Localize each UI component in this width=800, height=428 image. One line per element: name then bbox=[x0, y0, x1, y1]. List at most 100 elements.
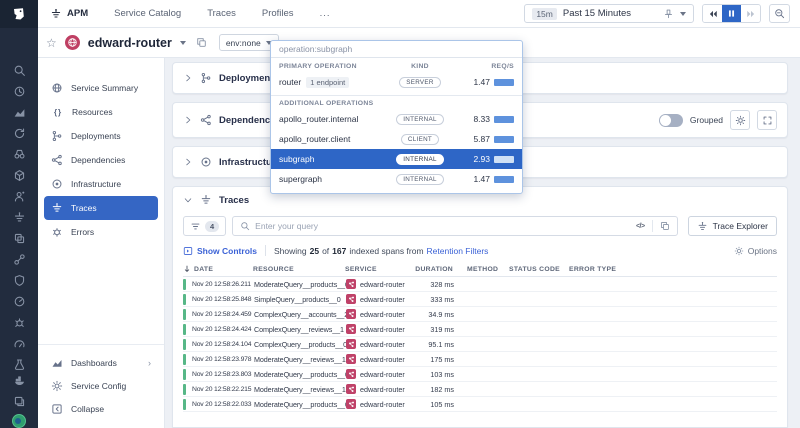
column-header[interactable]: DATE bbox=[194, 265, 214, 273]
status-ok-bar bbox=[183, 323, 186, 335]
operation-option-primary[interactable]: router 1 endpoint SERVER 1.47 bbox=[271, 72, 522, 92]
labs-icon[interactable] bbox=[11, 356, 27, 372]
org-avatar[interactable] bbox=[12, 414, 26, 428]
nav-item[interactable]: Traces bbox=[207, 8, 236, 19]
operation-option[interactable]: supergraph INTERNAL 1.47 bbox=[271, 169, 522, 189]
env-filter[interactable]: env:none bbox=[218, 34, 279, 51]
sidebar-item-errors[interactable]: Errors bbox=[44, 220, 158, 244]
show-controls-button[interactable]: Show Controls bbox=[183, 246, 257, 256]
operation-dropdown: operation:subgraph PRIMARY OPERATION KIN… bbox=[270, 40, 523, 194]
trace-row[interactable]: Nov 20 12:58:26.211 ModerateQuery__produ… bbox=[183, 277, 777, 292]
status-ok-bar bbox=[183, 293, 186, 305]
time-picker-caret-icon[interactable] bbox=[680, 11, 686, 16]
kind-pill: INTERNAL bbox=[396, 153, 444, 165]
integrations-icon[interactable] bbox=[11, 167, 27, 183]
containers-icon[interactable] bbox=[11, 372, 27, 388]
monitors-icon[interactable] bbox=[11, 335, 27, 351]
nodes-icon bbox=[51, 154, 62, 166]
dependencies-fullscreen-button[interactable] bbox=[757, 110, 777, 130]
trace-row[interactable]: Nov 20 12:58:23.978 ModerateQuery__revie… bbox=[183, 352, 777, 367]
sidebar-item-deployments[interactable]: Deployments bbox=[44, 124, 158, 148]
trace-date: Nov 20 12:58:25.848 bbox=[192, 295, 252, 303]
service-icon bbox=[346, 384, 356, 394]
history-icon[interactable] bbox=[11, 83, 27, 99]
refresh-icon[interactable] bbox=[11, 125, 27, 141]
operation-option[interactable]: apollo_router.client CLIENT 5.87 bbox=[271, 129, 522, 149]
sidebar-item-service-config[interactable]: Service Config bbox=[44, 374, 158, 397]
synthetics-icon[interactable] bbox=[11, 293, 27, 309]
trace-row[interactable]: Nov 20 12:58:22.033 ModerateQuery__produ… bbox=[183, 397, 777, 412]
trace-date: Nov 20 12:58:24.104 bbox=[192, 340, 252, 348]
pause-button[interactable] bbox=[722, 5, 741, 22]
options-label: Options bbox=[747, 245, 777, 256]
service-label: edward-router bbox=[360, 309, 405, 319]
datadog-logo[interactable] bbox=[0, 0, 38, 28]
nav-item[interactable]: Service Catalog bbox=[114, 8, 182, 19]
sort-desc-icon[interactable] bbox=[183, 265, 191, 273]
grouped-toggle[interactable] bbox=[658, 113, 683, 127]
favorite-star-icon[interactable]: ☆ bbox=[46, 35, 57, 50]
nav-more-menu[interactable]: ... bbox=[319, 8, 331, 19]
dependencies-settings-button[interactable] bbox=[730, 110, 750, 130]
gear-icon bbox=[734, 246, 743, 255]
service-switcher-caret-icon[interactable] bbox=[179, 40, 186, 45]
operation-option[interactable]: apollo_router.internal INTERNAL 8.33 bbox=[271, 109, 522, 129]
nav-apm[interactable]: APM bbox=[50, 8, 88, 20]
service-map-icon[interactable] bbox=[11, 251, 27, 267]
section-deployments-header[interactable]: Deployments bbox=[173, 63, 787, 93]
trace-row[interactable]: Nov 20 12:58:24.424 ComplexQuery__review… bbox=[183, 322, 777, 337]
watchdog-icon[interactable] bbox=[11, 146, 27, 162]
top-nav-items: Service Catalog Traces Profiles bbox=[88, 8, 293, 19]
apm-icon[interactable] bbox=[11, 209, 27, 225]
code-view-icon[interactable]: </> bbox=[635, 222, 645, 230]
sidebar-item-service-summary[interactable]: Service Summary bbox=[44, 76, 158, 100]
column-header[interactable]: ERROR TYPE bbox=[569, 265, 617, 273]
options-button[interactable]: Options bbox=[734, 246, 777, 256]
sidebar-item-collapse[interactable]: Collapse bbox=[44, 397, 158, 420]
sidebar-item-dashboards[interactable]: Dashboards › bbox=[44, 351, 158, 374]
ci-icon[interactable] bbox=[11, 314, 27, 330]
workflows-icon[interactable] bbox=[11, 393, 27, 409]
column-header[interactable]: STATUS CODE bbox=[509, 265, 561, 273]
security-icon[interactable] bbox=[11, 272, 27, 288]
metrics-icon[interactable] bbox=[11, 104, 27, 120]
section-infrastructure-header[interactable]: Infrastructure bbox=[173, 147, 787, 177]
trace-row[interactable]: Nov 20 12:58:25.848 SimpleQuery__product… bbox=[183, 292, 777, 307]
expand-icon bbox=[763, 116, 771, 124]
sidebar-item-resources[interactable]: { } Resources bbox=[44, 100, 158, 124]
zoom-out-button[interactable] bbox=[769, 4, 790, 23]
forward-button[interactable] bbox=[741, 5, 760, 22]
sidebar-item-traces[interactable]: Traces bbox=[44, 196, 158, 220]
trace-explorer-button[interactable]: Trace Explorer bbox=[687, 216, 777, 236]
column-header[interactable]: METHOD bbox=[467, 265, 499, 273]
rewind-button[interactable] bbox=[703, 5, 722, 22]
pin-icon[interactable] bbox=[663, 8, 674, 19]
nav-item[interactable]: Profiles bbox=[261, 8, 294, 19]
search-input[interactable]: Enter your query </> bbox=[232, 216, 678, 236]
filters-button[interactable]: 4 bbox=[183, 216, 227, 236]
operation-option[interactable]: subgraph INTERNAL 2.93 bbox=[271, 149, 522, 169]
profiles-icon[interactable] bbox=[11, 188, 27, 204]
retention-filters-link[interactable]: Retention Filters bbox=[426, 245, 489, 256]
section-traces-header[interactable]: Traces bbox=[173, 187, 787, 213]
trace-row[interactable]: Nov 20 12:58:23.803 ModerateQuery__produ… bbox=[183, 367, 777, 382]
trace-row[interactable]: Nov 20 12:58:24.459 ComplexQuery__accoun… bbox=[183, 307, 777, 322]
trace-row[interactable]: Nov 20 12:58:24.104 ComplexQuery__produc… bbox=[183, 337, 777, 352]
copy-icon[interactable] bbox=[196, 37, 207, 48]
sidebar-item-dependencies[interactable]: Dependencies bbox=[44, 148, 158, 172]
operation-search-input[interactable]: operation:subgraph bbox=[271, 41, 522, 58]
section-dependencies-header[interactable]: Dependencies Grouped bbox=[173, 103, 787, 137]
column-header[interactable]: DURATION bbox=[415, 265, 453, 273]
notebooks-icon[interactable] bbox=[11, 230, 27, 246]
sidebar-item-infrastructure[interactable]: Infrastructure bbox=[44, 172, 158, 196]
kind-pill: INTERNAL bbox=[396, 173, 444, 185]
time-range-picker[interactable]: 15m Past 15 Minutes bbox=[524, 4, 694, 23]
copy-icon[interactable] bbox=[660, 221, 670, 231]
search-icon[interactable] bbox=[11, 62, 27, 78]
column-header[interactable]: SERVICE bbox=[345, 265, 377, 273]
trace-row[interactable]: Nov 20 12:58:22.215 ModerateQuery__revie… bbox=[183, 382, 777, 397]
sidebar-item-label: Deployments bbox=[71, 131, 121, 141]
section-traces: Traces 4 Enter your query </> Trace Expl… bbox=[172, 186, 788, 428]
column-header[interactable]: RESOURCE bbox=[253, 265, 294, 273]
